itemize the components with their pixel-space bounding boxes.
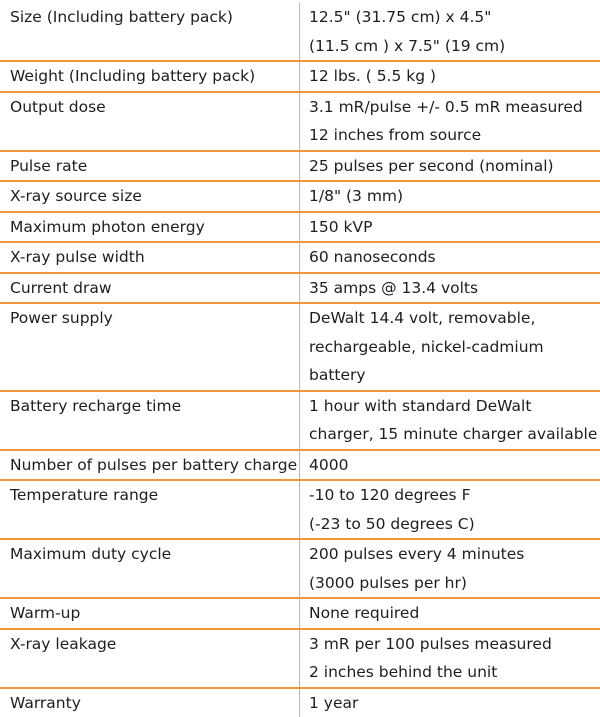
spec-value-line: 12 lbs. ( 5.5 kg ) [309,62,596,91]
spec-table: Size (Including battery pack)12.5" (31.7… [0,3,600,717]
spec-value-line: 12 inches from source [309,121,596,150]
spec-row: X-ray pulse width 60 nanoseconds [0,243,600,274]
spec-value-line: 12.5" (31.75 cm) x 4.5" [309,3,596,32]
spec-value-line: 3.1 mR/pulse +/- 0.5 mR measured [309,93,596,122]
spec-value-line: None required [309,599,596,628]
spec-value-line: 1/8" (3 mm) [309,182,596,211]
spec-row: Pulse rate 25 pulses per second (nominal) [0,152,600,183]
spec-value: 25 pulses per second (nominal) [300,152,600,181]
spec-value: 12 lbs. ( 5.5 kg ) [300,62,600,91]
spec-value: None required [300,599,600,628]
spec-value-line: (11.5 cm ) x 7.5" (19 cm) [309,32,596,61]
spec-row: Warm-up None required [0,599,600,630]
spec-value: -10 to 120 degrees F(-23 to 50 degrees C… [300,481,600,538]
spec-label: Weight (Including battery pack) [0,62,300,91]
spec-value: 60 nanoseconds [300,243,600,272]
spec-row: Warranty 1 year [0,689,600,717]
spec-value: 200 pulses every 4 minutes(3000 pulses p… [300,540,600,597]
spec-label: X-ray pulse width [0,243,300,272]
spec-label: Pulse rate [0,152,300,181]
spec-label: Number of pulses per battery charge [0,451,300,480]
spec-label: Warranty [0,689,300,717]
spec-label: Warm-up [0,599,300,628]
spec-value: 12.5" (31.75 cm) x 4.5"(11.5 cm ) x 7.5"… [300,3,600,60]
spec-value-line: 3 mR per 100 pulses measured [309,630,596,659]
spec-value: 1/8" (3 mm) [300,182,600,211]
spec-row: Size (Including battery pack)12.5" (31.7… [0,3,600,62]
spec-row: X-ray source size 1/8" (3 mm) [0,182,600,213]
spec-value: DeWalt 14.4 volt, removable,rechargeable… [300,304,600,390]
spec-value-line: charger, 15 minute charger available [309,420,597,449]
spec-value-line: DeWalt 14.4 volt, removable, [309,304,596,333]
spec-value: 150 kVP [300,213,600,242]
spec-row: Number of pulses per battery charge 4000 [0,451,600,482]
spec-value-line: -10 to 120 degrees F [309,481,596,510]
spec-value-line: rechargeable, nickel-cadmium [309,333,596,362]
spec-label: Power supply [0,304,300,390]
spec-value-line: 2 inches behind the unit [309,658,596,687]
spec-label: Temperature range [0,481,300,538]
spec-row: Current draw 35 amps @ 13.4 volts [0,274,600,305]
spec-value-line: 150 kVP [309,213,596,242]
spec-row: Temperature range-10 to 120 degrees F(-2… [0,481,600,540]
spec-label: Maximum photon energy [0,213,300,242]
spec-value-line: battery [309,361,596,390]
spec-label: Current draw [0,274,300,303]
spec-value-line: 200 pulses every 4 minutes [309,540,596,569]
spec-label: Size (Including battery pack) [0,3,300,60]
spec-label: Maximum duty cycle [0,540,300,597]
spec-value: 4000 [300,451,600,480]
spec-row: Weight (Including battery pack) 12 lbs. (… [0,62,600,93]
spec-value-line: 35 amps @ 13.4 volts [309,274,596,303]
spec-value-line: 1 hour with standard DeWalt [309,392,597,421]
spec-value-line: 1 year [309,689,596,717]
spec-value-line: 4000 [309,451,596,480]
spec-label: X-ray source size [0,182,300,211]
spec-value: 35 amps @ 13.4 volts [300,274,600,303]
spec-label: Battery recharge time [0,392,300,449]
spec-value-line: (-23 to 50 degrees C) [309,510,596,539]
spec-value: 1 year [300,689,600,717]
spec-row: Maximum photon energy 150 kVP [0,213,600,244]
spec-label: Output dose [0,93,300,150]
spec-value-line: (3000 pulses per hr) [309,569,596,598]
spec-value-line: 25 pulses per second (nominal) [309,152,596,181]
spec-value-line: 60 nanoseconds [309,243,596,272]
spec-label: X-ray leakage [0,630,300,687]
